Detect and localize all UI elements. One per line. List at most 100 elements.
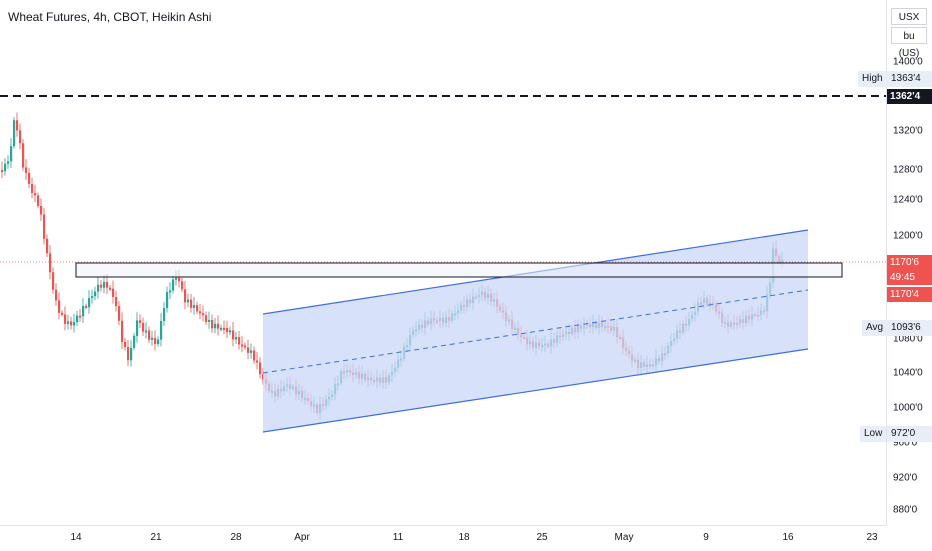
candle-down — [79, 315, 82, 318]
candle-down — [139, 320, 142, 323]
candle-down — [241, 344, 244, 347]
candle-down — [256, 360, 259, 363]
low-label: Low — [860, 426, 887, 442]
candle-up — [235, 337, 238, 340]
candle-up — [151, 337, 154, 340]
candle-down — [25, 167, 28, 173]
channel-fill[interactable] — [263, 230, 808, 432]
price-tick-label: 1280'0 — [893, 164, 923, 176]
candle-up — [175, 277, 178, 280]
candle-up — [82, 306, 85, 317]
high-value: 1363'4 — [887, 71, 932, 87]
candle-up — [7, 161, 10, 164]
candle-up — [187, 299, 190, 303]
candle-up — [220, 327, 223, 330]
candle-down — [28, 172, 31, 184]
candle-down — [52, 272, 55, 290]
candle-down — [64, 314, 67, 324]
candle-down — [118, 306, 121, 321]
chart-title: Wheat Futures, 4h, CBOT, Heikin Ashi — [8, 10, 212, 24]
unit-selector[interactable]: bu (US) — [891, 27, 927, 59]
candle-down — [46, 238, 49, 254]
price-tick-label: 1080'0 — [893, 333, 923, 345]
candle-down — [49, 253, 52, 273]
candle-up — [214, 323, 217, 329]
currency-selector[interactable]: USX — [891, 8, 927, 25]
low-value: 972'0 — [887, 426, 932, 442]
candle-up — [172, 279, 175, 291]
candle-down — [238, 337, 241, 345]
candle-down — [109, 287, 112, 290]
candle-down — [85, 306, 88, 309]
time-tick-label: 25 — [536, 532, 548, 543]
time-tick-label: May — [614, 532, 634, 543]
price-tick-label: 1400'0 — [893, 56, 923, 68]
time-tick-label: 16 — [782, 532, 794, 543]
price-tick-label: 1040'0 — [893, 367, 923, 379]
time-tick-label: 21 — [150, 532, 162, 543]
avg-value: 1093'6 — [887, 320, 932, 336]
candle-down — [61, 312, 64, 315]
channel-midline[interactable] — [262, 289, 809, 374]
candle-up — [67, 321, 70, 324]
candle-down — [202, 313, 205, 316]
close-price-tag: 1170'4 — [887, 287, 932, 302]
candle-down — [100, 284, 103, 288]
channel-lower-line[interactable] — [262, 348, 809, 433]
candle-up — [163, 308, 166, 322]
candle-up — [13, 120, 16, 147]
time-tick-label: 23 — [866, 532, 878, 543]
candle-down — [40, 205, 43, 215]
candle-down — [232, 330, 235, 340]
candle-down — [154, 337, 157, 345]
time-tick-label: 28 — [230, 532, 242, 543]
time-axis[interactable]: 14 21 28 Apr 11 18 25 May 9 16 23 — [0, 525, 886, 551]
price-tick-label: 1240'0 — [893, 194, 923, 206]
candle-up — [160, 321, 163, 340]
time-tick-label: 9 — [703, 532, 709, 543]
time-tick-label: 11 — [392, 532, 404, 543]
dashed-line-price-tag: 1362'4 — [887, 89, 932, 104]
candle-down — [16, 120, 19, 131]
candle-up — [4, 163, 7, 172]
candle-up — [88, 298, 91, 308]
time-tick-label: 14 — [70, 532, 82, 543]
candle-up — [91, 296, 94, 299]
candle-up — [130, 347, 133, 361]
resistance-rectangle[interactable] — [75, 262, 843, 278]
candle-down — [259, 362, 262, 375]
candle-down — [112, 288, 115, 298]
candle-down — [31, 183, 34, 193]
candle-down — [142, 322, 145, 332]
candle-up — [94, 291, 97, 297]
high-label: High — [858, 71, 887, 87]
candle-down — [115, 297, 118, 307]
candle-down — [121, 320, 124, 342]
candle-down — [181, 281, 184, 290]
candle-down — [196, 305, 199, 312]
candle-down — [178, 277, 181, 282]
candle-down — [205, 315, 208, 322]
bar-countdown: 49:45 — [887, 270, 932, 285]
candle-down — [223, 327, 226, 330]
candle-up — [229, 330, 232, 333]
candle-up — [103, 282, 106, 288]
candle-up — [76, 315, 79, 323]
time-tick-label: Apr — [294, 532, 310, 543]
candle-down — [37, 195, 40, 206]
candle-down — [244, 345, 247, 348]
candle-down — [199, 311, 202, 314]
candle-down — [43, 214, 46, 239]
candle-up — [136, 320, 139, 336]
candle-down — [190, 299, 193, 308]
price-tick-label: 960'0 — [893, 437, 918, 449]
candle-down — [58, 300, 61, 313]
candle-down — [22, 143, 25, 168]
price-chart[interactable] — [0, 0, 886, 525]
candle-up — [10, 146, 13, 162]
candle-down — [34, 192, 37, 196]
last-price-tag: 1170'6 — [887, 255, 932, 270]
candle-down — [226, 328, 229, 333]
avg-label: Avg — [862, 320, 888, 336]
candle-down — [127, 347, 130, 361]
